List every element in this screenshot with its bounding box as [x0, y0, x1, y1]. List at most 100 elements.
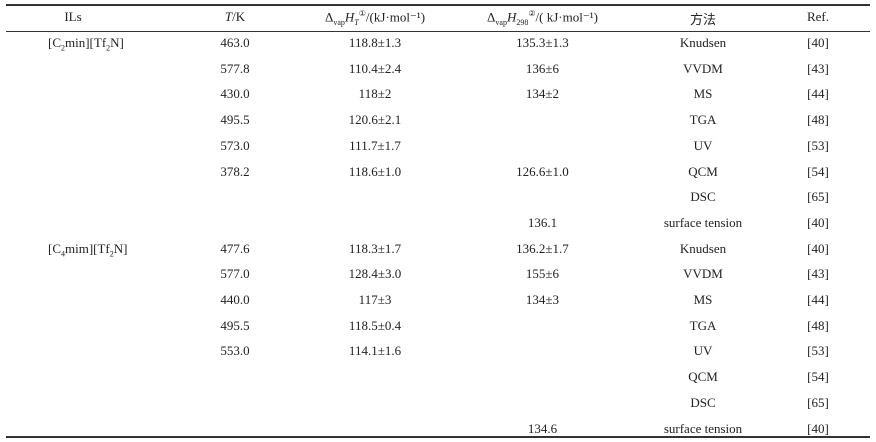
bottom-rule: [6, 436, 870, 438]
table-row: 378.2 118.6±1.0 126.6±1.0 QCM [54]: [0, 164, 876, 184]
cell-temperature: 573.0: [220, 137, 250, 153]
cell-enthalpy-t: 118.6±1.0: [348, 163, 402, 179]
table-row: DSC [65]: [0, 189, 876, 209]
cell-enthalpy-t: 110.4±2.4: [348, 60, 402, 76]
cell-enthalpy-t: 128.4±3.0: [348, 266, 402, 282]
table-row: 136.1 surface tension [40]: [0, 215, 876, 235]
header-enthalpy-t: ΔvapHT①/(kJ·mol⁻¹): [295, 9, 455, 27]
table-row: 573.0 111.7±1.7 UV [53]: [0, 138, 876, 158]
table-row: 430.0 118±2 134±2 MS [44]: [0, 86, 876, 106]
cell-enthalpy-298: 136.2±1.7: [516, 240, 569, 256]
text-part: 2: [106, 43, 111, 53]
cell-method: DSC: [690, 394, 716, 410]
header-method: 方法: [689, 12, 716, 27]
table-row: [C2min][Tf2N] 463.0 118.8±1.3 135.3±1.3 Knud…: [0, 35, 876, 55]
header-temperature: T/K: [185, 9, 285, 25]
cell-ref: [53]: [807, 137, 829, 153]
cell-method: Knudsen: [679, 240, 727, 256]
cell-method: surface tension: [663, 420, 743, 436]
cell-enthalpy-298: 135.3±1.3: [516, 35, 569, 50]
header-row: ILs T/K ΔvapHT①/(kJ·mol⁻¹) ΔvapH298②/( k…: [0, 9, 876, 29]
text-part: min][Tf: [65, 35, 107, 50]
cell-enthalpy-298: 134±3: [525, 292, 560, 307]
table-row: 577.0 128.4±3.0 155±6 VVDM [43]: [0, 266, 876, 286]
text-part: mim][Tf: [65, 240, 110, 256]
cell-ref: [48]: [807, 317, 829, 333]
cell-ref: [40]: [807, 240, 829, 256]
text-part: 4: [61, 249, 65, 259]
cell-ref: [40]: [807, 214, 829, 230]
header-rule: [6, 31, 870, 32]
header-enthalpy-298: ΔvapH298②/( kJ·mol⁻¹): [460, 9, 625, 27]
cell-method: surface tension: [663, 214, 743, 230]
cell-ref: [44]: [807, 86, 829, 102]
header-ref: Ref.: [806, 9, 830, 24]
cell-temperature: 495.5: [220, 317, 250, 333]
var-sub: T: [354, 17, 359, 27]
il-name: [C2min][Tf2N]: [20, 35, 126, 53]
cell-ref: [44]: [807, 292, 829, 307]
cell-enthalpy-t: 117±3: [358, 292, 392, 307]
cell-enthalpy-t: 111.7±1.7: [349, 137, 401, 153]
cell-enthalpy-298: 136.1: [527, 214, 558, 230]
cell-enthalpy-298: 155±6: [525, 266, 560, 282]
var: H: [344, 9, 355, 25]
cell-temperature: 577.8: [220, 60, 250, 76]
cell-ref: [54]: [807, 163, 829, 179]
table-row: 495.5 120.6±2.1 TGA [48]: [0, 112, 876, 132]
cell-temperature: 440.0: [220, 292, 250, 307]
cell-temperature: 477.6: [220, 240, 250, 256]
note: ①: [358, 9, 366, 18]
cell-temperature: 463.0: [220, 35, 250, 50]
cell-method: UV: [693, 343, 713, 359]
cell-enthalpy-298: 136±6: [525, 60, 560, 76]
cell-method: DSC: [690, 189, 716, 205]
t-unit: /K: [232, 9, 246, 24]
sub: vap: [495, 17, 507, 27]
table-row: 440.0 117±3 134±3 MS [44]: [0, 292, 876, 312]
text-part: [C: [48, 35, 61, 50]
table-row: QCM [54]: [0, 369, 876, 389]
cell-temperature: 495.5: [220, 112, 250, 128]
cell-enthalpy-298: 134±2: [525, 86, 560, 102]
cell-enthalpy-298: 126.6±1.0: [516, 163, 569, 179]
cell-enthalpy-t: 120.6±2.1: [348, 112, 402, 128]
cell-ref: [40]: [807, 35, 829, 50]
cell-ref: [43]: [807, 266, 829, 282]
header-ils: ILs: [64, 9, 82, 24]
cell-ref: [54]: [807, 369, 829, 385]
table-row: 495.5 118.5±0.4 TGA [48]: [0, 318, 876, 338]
unit: /( kJ·mol⁻¹): [535, 9, 598, 25]
cell-method: Knudsen: [679, 35, 727, 50]
cell-method: UV: [693, 137, 713, 153]
cell-enthalpy-298: 134.6: [527, 420, 558, 436]
table-row: 577.8 110.4±2.4 136±6 VVDM [43]: [0, 61, 876, 81]
cell-temperature: 378.2: [220, 163, 250, 179]
cell-enthalpy-t: 114.1±1.6: [348, 343, 402, 359]
text-part: 2: [109, 249, 114, 259]
cell-method: TGA: [689, 317, 717, 333]
t-symbol: T: [224, 9, 233, 24]
cell-method: QCM: [688, 163, 718, 179]
sub: vap: [333, 17, 345, 27]
cell-method: VVDM: [683, 266, 723, 282]
table-row: [C4mim][Tf2N] 477.6 118.3±1.7 136.2±1.7 Knud…: [0, 241, 876, 261]
unit: /(kJ·mol⁻¹): [365, 9, 426, 25]
cell-method: MS: [693, 86, 713, 102]
cell-method: MS: [693, 292, 713, 307]
var-sub: 298: [516, 17, 529, 27]
cell-ref: [65]: [807, 189, 829, 205]
cell-temperature: 430.0: [220, 86, 250, 102]
note: ②: [528, 9, 536, 18]
cell-enthalpy-t: 118.5±0.4: [348, 317, 402, 333]
table-row: 134.6 surface tension [40]: [0, 421, 876, 441]
cell-temperature: 553.0: [220, 343, 250, 359]
table-row: 553.0 114.1±1.6 UV [53]: [0, 343, 876, 363]
cell-ref: [43]: [807, 60, 829, 76]
cell-ref: [65]: [807, 394, 829, 410]
text-part: [C: [48, 240, 61, 256]
cell-method: QCM: [688, 369, 718, 385]
cell-enthalpy-t: 118.8±1.3: [348, 35, 402, 50]
il-name: [C4mim][Tf2N]: [20, 240, 127, 259]
cell-ref: [53]: [807, 343, 829, 359]
